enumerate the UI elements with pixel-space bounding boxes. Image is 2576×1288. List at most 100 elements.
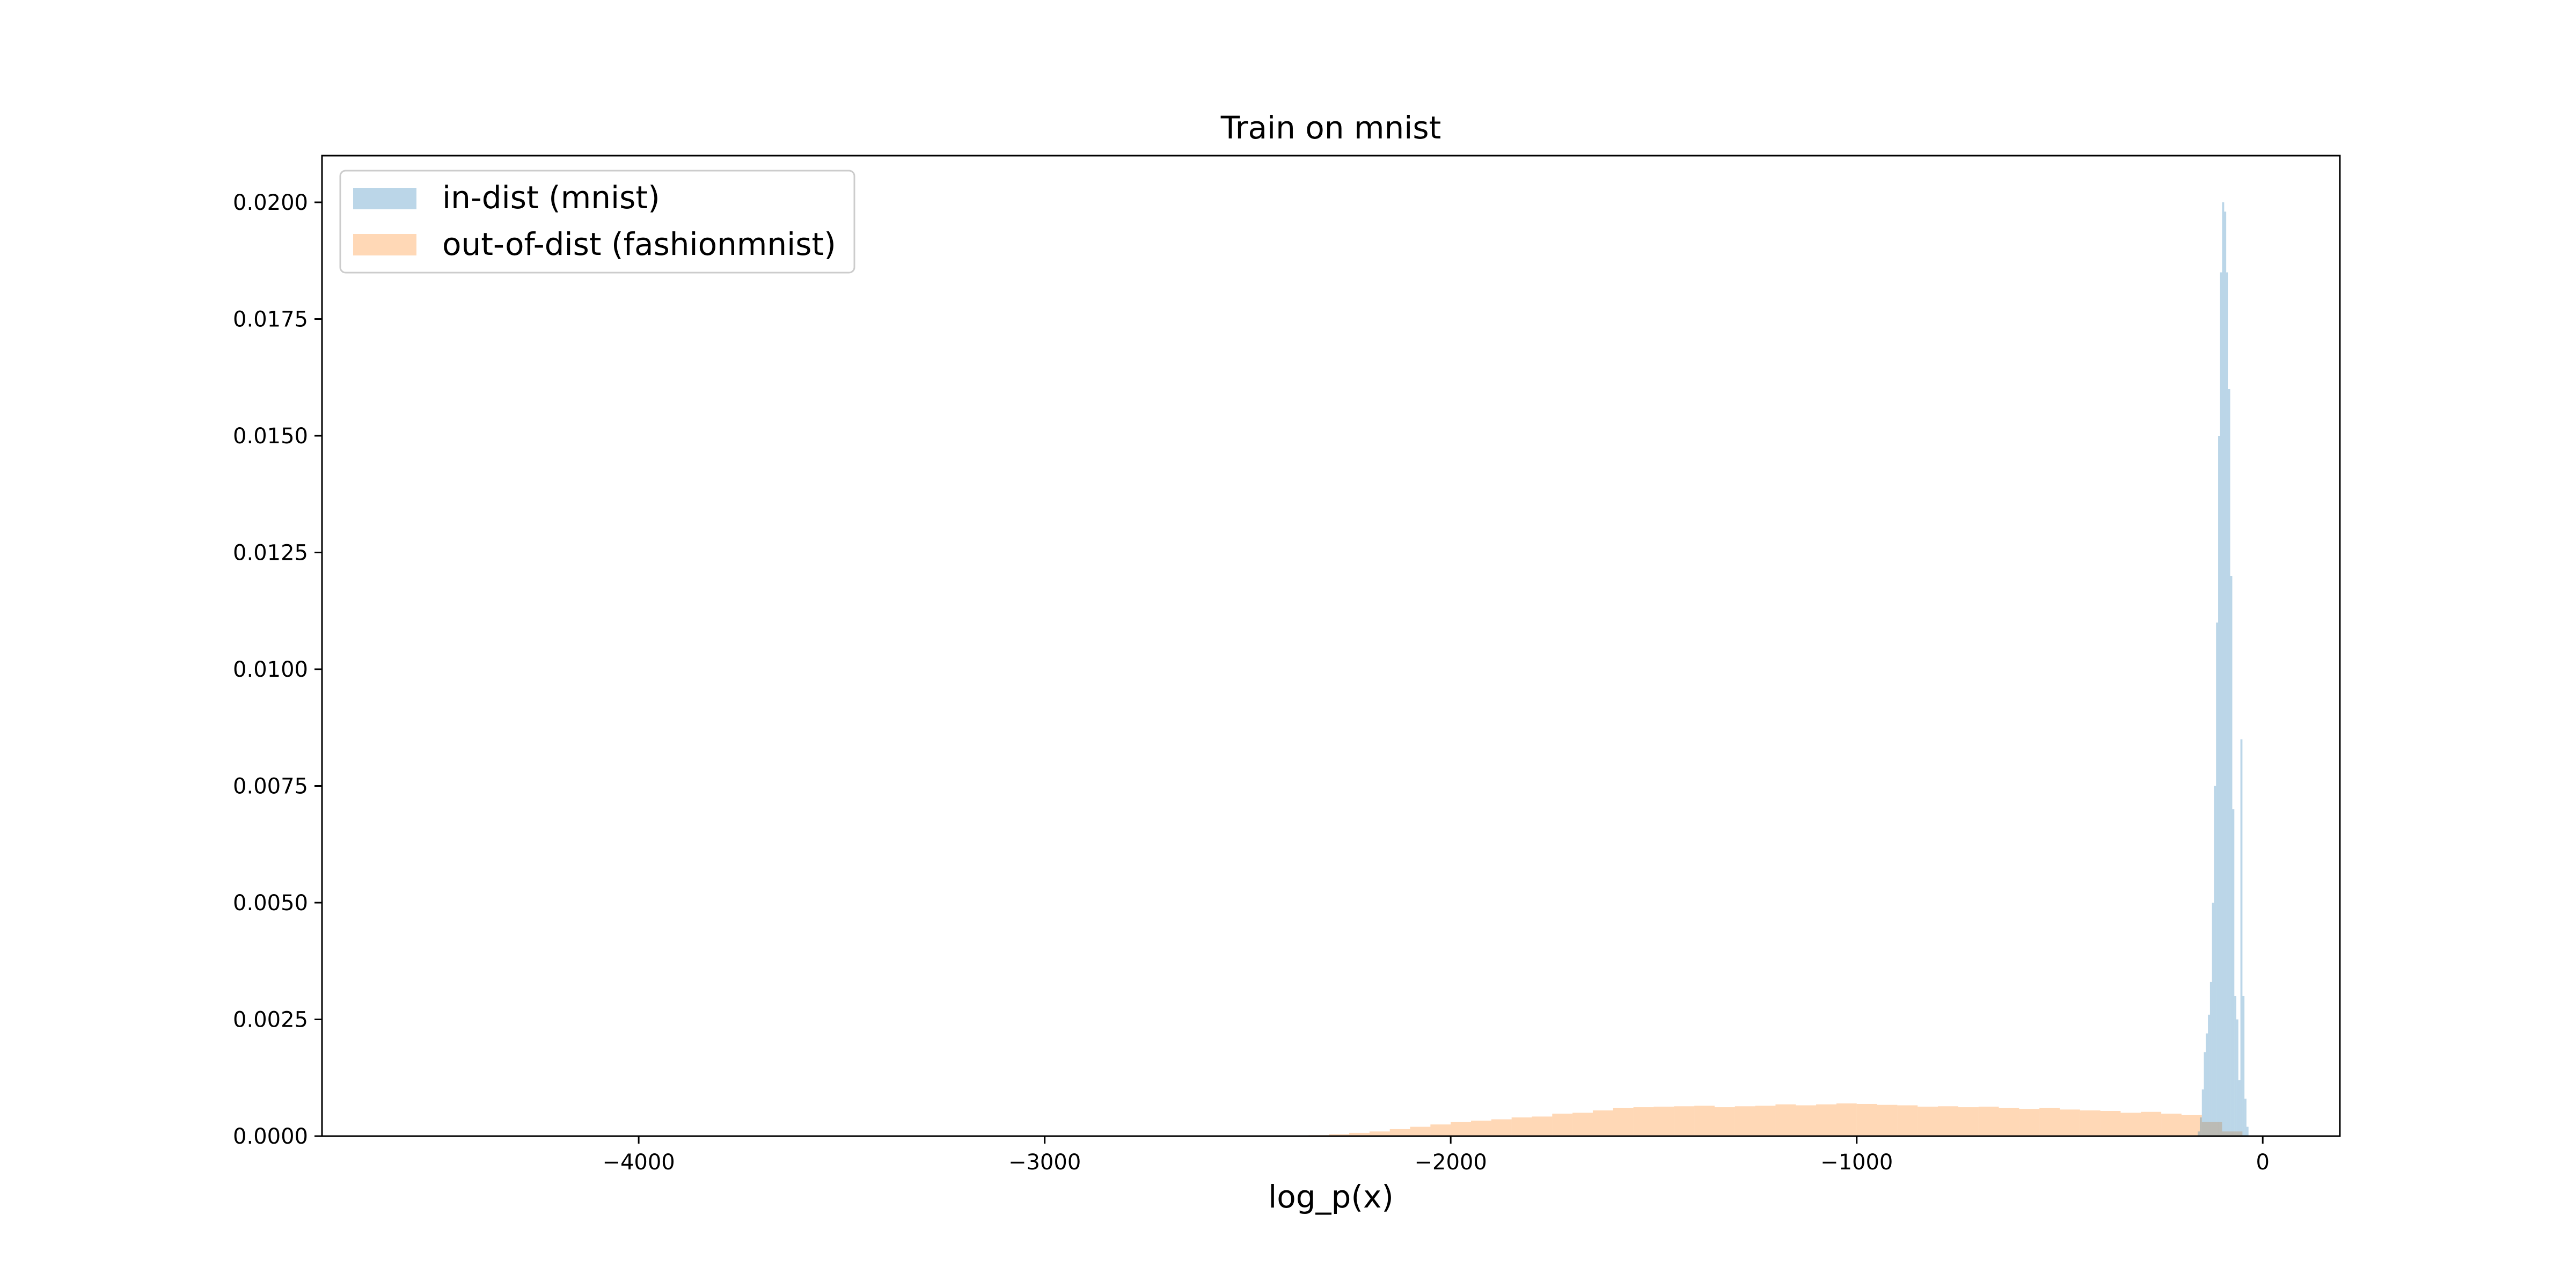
histogram-bar [2206, 1033, 2208, 1136]
histogram-bar [1349, 1132, 1370, 1136]
legend-label-out-of-dist: out-of-dist (fashionmnist) [442, 226, 836, 262]
series-in-dist [2198, 202, 2249, 1136]
histogram-bar [2226, 272, 2228, 1136]
histogram-bar [2201, 1089, 2204, 1136]
histogram-bar [2244, 1099, 2246, 1136]
histogram-bar [2242, 996, 2245, 1136]
x-axis: −4000 −3000 −2000 −1000 0 [602, 1136, 2270, 1175]
histogram-bar [2222, 1131, 2243, 1136]
y-tick-label: 0.0050 [233, 891, 308, 916]
legend-label-in-dist: in-dist (mnist) [442, 179, 660, 216]
histogram-bar [1389, 1129, 1410, 1136]
histogram-bar [1329, 1134, 1350, 1136]
histogram-bar [1552, 1114, 1573, 1136]
histogram-bar [2141, 1111, 2162, 1136]
histogram-bar [1735, 1106, 1755, 1136]
histogram-bar [1958, 1107, 1979, 1136]
histogram-bar [1856, 1103, 1877, 1136]
x-tick-label: 0 [2256, 1150, 2270, 1175]
histogram-bar [2201, 1122, 2222, 1136]
histogram-bar [2222, 202, 2224, 1136]
chart-title: Train on mnist [1220, 109, 1441, 146]
x-tick-label: −2000 [1415, 1150, 1487, 1175]
histogram-bar [1592, 1110, 1613, 1136]
legend: in-dist (mnist) out-of-dist (fashionmnis… [339, 170, 855, 274]
histogram-bar [2224, 211, 2227, 1136]
histogram-bar [2059, 1109, 2080, 1136]
y-tick-label: 0.0100 [233, 657, 308, 682]
y-axis: 0.0000 0.0025 0.0050 0.0075 0.0100 0.0125 0.01… [233, 191, 322, 1149]
histogram-bar [2216, 623, 2219, 1136]
histogram-bar [2204, 1052, 2206, 1136]
histogram-bar [2240, 739, 2243, 1136]
x-tick-label: −4000 [602, 1150, 675, 1175]
histogram-bar [1897, 1105, 1918, 1136]
histogram-bar [1410, 1126, 1431, 1136]
y-tick-label: 0.0175 [233, 308, 308, 332]
histogram-bar [2236, 1019, 2238, 1136]
histogram-bar [2212, 903, 2214, 1136]
histogram-bar [2234, 996, 2237, 1136]
histogram-bar [2039, 1108, 2060, 1136]
histogram-bar [1999, 1108, 2019, 1136]
histogram-bar [2238, 1080, 2241, 1136]
histogram-bar [1796, 1105, 1817, 1136]
histogram-bar [2198, 1131, 2200, 1136]
histogram-bar [1511, 1117, 1532, 1136]
histogram-bar [2214, 786, 2216, 1136]
y-tick-label: 0.0075 [233, 774, 308, 799]
histogram-bar [1836, 1103, 1857, 1136]
y-tick-label: 0.0150 [233, 424, 308, 449]
histogram-bar [1978, 1107, 1999, 1136]
x-axis-label: log_p(x) [1268, 1179, 1394, 1215]
series-out-of-dist [1308, 1103, 2243, 1136]
histogram-bar [1775, 1104, 1796, 1136]
histogram-bar [2080, 1110, 2101, 1136]
histogram-bar [1653, 1107, 1674, 1136]
histogram-bar [1816, 1104, 1836, 1136]
histogram-bar [1532, 1116, 1553, 1136]
y-tick-label: 0.0025 [233, 1008, 308, 1033]
histogram-bar [2232, 809, 2235, 1136]
histogram-bar [1430, 1124, 1451, 1136]
histogram-bar [2218, 436, 2220, 1136]
y-tick-label: 0.0000 [233, 1124, 308, 1149]
legend-swatch-in-dist [353, 188, 416, 209]
plot-area [321, 155, 2341, 1137]
histogram-bar [1613, 1108, 1634, 1136]
histogram-bar [2246, 1126, 2249, 1136]
y-tick-label: 0.0200 [233, 191, 308, 215]
histogram-bar [1694, 1106, 1715, 1136]
legend-frame [339, 170, 855, 274]
histogram-bar [2019, 1109, 2040, 1136]
x-tick-label: −1000 [1820, 1150, 1893, 1175]
plot-frame [321, 155, 2341, 1137]
histogram-bar [1369, 1131, 1390, 1136]
histogram-bar [1471, 1121, 1491, 1136]
histogram-bar [1572, 1113, 1593, 1136]
histogram-bar [2228, 389, 2230, 1136]
y-tick-label: 0.0125 [233, 541, 308, 566]
histogram-bar [2209, 982, 2212, 1136]
histogram-bar [1714, 1107, 1735, 1136]
histogram-bar [2100, 1111, 2121, 1136]
histogram-bar [1755, 1106, 1776, 1136]
legend-swatch-out-of-dist [353, 234, 416, 255]
histogram-bar [1451, 1122, 1472, 1136]
histogram-bar [1491, 1119, 1512, 1136]
histogram-bar [1877, 1104, 1898, 1136]
histogram-bar [2208, 1014, 2210, 1136]
plot-background [322, 156, 2340, 1136]
x-tick-label: −3000 [1008, 1150, 1081, 1175]
histogram-bar [2199, 1117, 2202, 1136]
histogram-bar [2161, 1114, 2182, 1136]
series-layer [1308, 202, 2249, 1136]
histogram-bar [1918, 1107, 1938, 1136]
histogram-bar [2220, 272, 2222, 1136]
histogram-bar [2181, 1115, 2202, 1136]
histogram-bar [1674, 1106, 1695, 1136]
histogram-bar [2230, 576, 2233, 1136]
histogram-bar [1938, 1106, 1958, 1136]
histogram-bar [1633, 1107, 1654, 1136]
